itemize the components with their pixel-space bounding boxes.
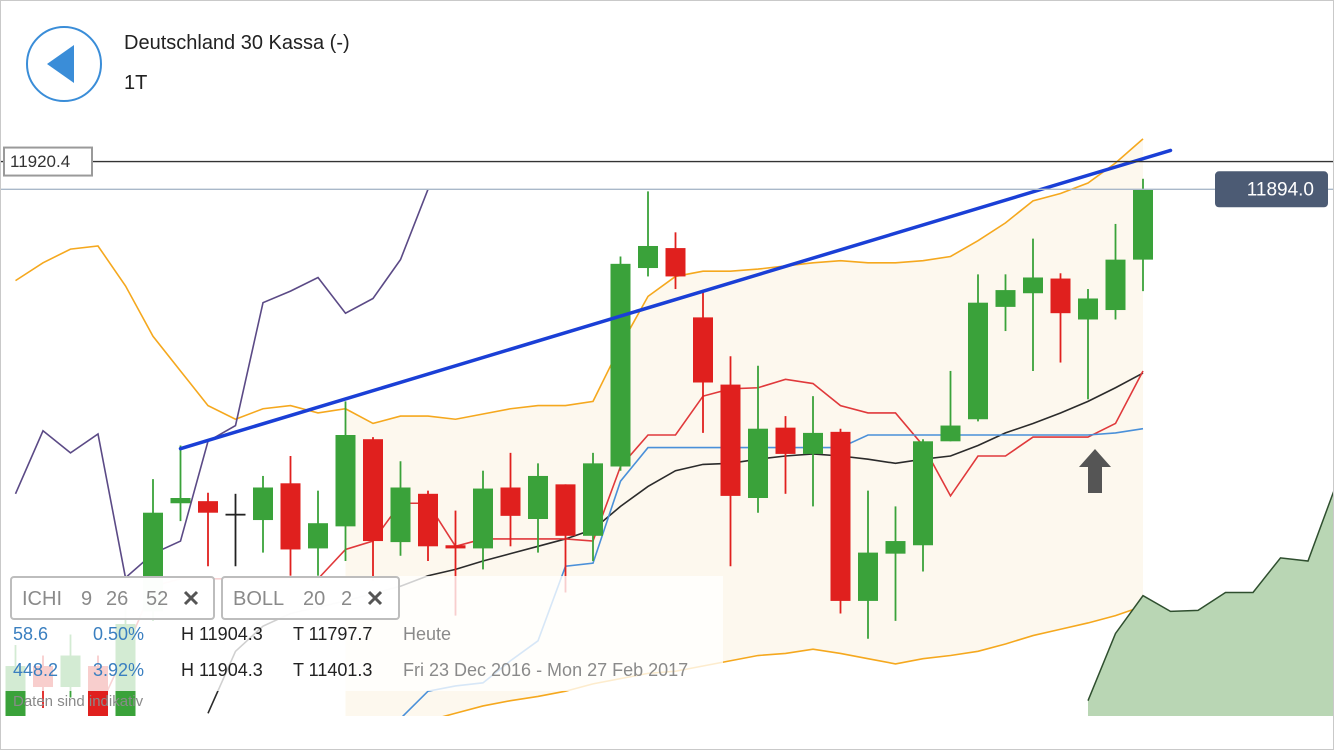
price-label-box [1215,171,1328,208]
stat-low: T 11401.3 [293,660,373,680]
candle-body [445,545,466,549]
stat-period: Fri 23 Dec 2016 - Mon 27 Feb 2017 [403,660,689,680]
indicator-chip[interactable]: BOLL 20 2 [221,576,400,620]
candle-body [308,523,328,549]
stat-change-pct: 3.92% [93,660,145,680]
back-icon [47,45,74,83]
candle-body [913,441,933,546]
stat-change: 448.2 [13,660,59,680]
candle-body [995,290,1016,307]
candle-body [830,431,851,601]
indicator-name: BOLL [233,588,285,610]
candle-body [1133,189,1153,260]
indicator-param: 20 [303,588,326,610]
candle-body [473,488,493,549]
indicator-param: 52 [146,588,169,610]
stat-change: 58.6 [13,624,49,644]
chart-title: Deutschland 30 Kassa (-) [124,32,350,54]
candle-body [748,428,768,499]
indicator-chip[interactable]: ICHI 9 26 52 [10,576,215,620]
cloud-area [1088,493,1333,716]
candle-body [665,248,686,277]
candle-body [335,434,356,527]
candle-body [253,487,273,521]
stat-change-pct: 0.50% [93,624,145,644]
indicator-name: ICHI [22,588,62,610]
candle-body [940,425,961,442]
candle-body [775,427,796,454]
band-fill [345,138,1143,716]
disclaimer: Daten sind indikativ [13,693,144,710]
candle-body [418,493,438,547]
indicator-line [14,188,429,580]
candle-body [390,487,411,543]
candle-body [225,513,246,516]
candle-body [1050,278,1071,314]
candle-body [968,302,988,420]
indicator-param: 26 [106,588,129,610]
stat-high: H 11904.3 [181,624,263,644]
candle-body [858,552,878,601]
price-label: 11894.0 [1247,179,1314,200]
candle-body [500,487,521,516]
candle-body [1078,298,1098,320]
trendline [178,148,1173,451]
indicator-line [442,605,1144,716]
cloud-edge [1087,491,1333,701]
candle-body [638,245,658,269]
label-layer: 11920.4 11894.0 [3,146,1328,208]
price-label-box [3,146,93,177]
stat-high: H 11904.3 [181,660,263,680]
stat-low: T 11797.7 [293,624,373,644]
candle-body [803,432,823,454]
stat-period: Heute [403,624,452,644]
candle-body [1105,259,1126,311]
close-icon[interactable] [367,590,383,606]
candle-body [885,541,906,554]
price-label: 11920.4 [10,152,70,171]
candle-body [170,498,191,504]
candle-body [610,263,631,467]
chart-subtitle: 1T [124,72,148,94]
arrow-icon [1079,449,1111,493]
indicator-param: 9 [81,588,93,610]
candle-body [720,384,741,496]
close-icon[interactable] [183,590,199,606]
candle-body [1023,277,1043,294]
candle-body [528,475,548,520]
candle-body [583,463,603,536]
candle-body [555,484,576,536]
candle-body [198,501,218,513]
indicator-line [15,138,1144,425]
candle-body [280,483,301,550]
indicator-param: 2 [341,588,353,610]
candle-body [363,439,383,542]
candle-body [693,317,713,383]
